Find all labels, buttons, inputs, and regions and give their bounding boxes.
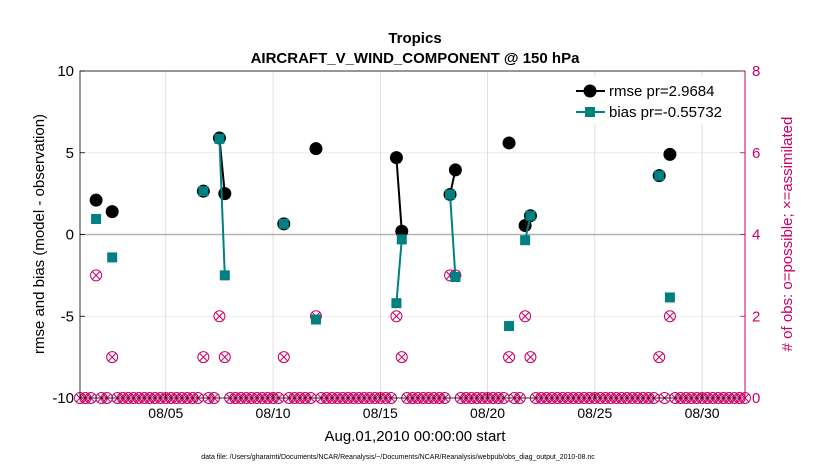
bias-point-5 xyxy=(278,218,289,229)
bias-point-10 xyxy=(450,272,461,283)
bias-point-3 xyxy=(214,133,225,144)
left-tick-label-4: -10 xyxy=(52,390,74,407)
right-tick-label-2: 4 xyxy=(752,227,760,244)
right-tick-label-4: 0 xyxy=(752,390,760,407)
obs-count-marker-12 xyxy=(519,310,532,323)
legend: rmse pr=2.9684 bias pr=-0.55732 xyxy=(572,76,738,124)
obs-count-marker-15 xyxy=(663,310,676,323)
rmse-point-1 xyxy=(105,205,119,219)
chart-subtitle: AIRCRAFT_V_WIND_COMPONENT @ 150 hPa xyxy=(251,50,581,67)
bias-point-12 xyxy=(520,235,531,246)
bias-point-1 xyxy=(107,252,118,263)
bias-point-14 xyxy=(654,170,665,181)
left-tick-label-2: 0 xyxy=(66,227,74,244)
rmse-point-11 xyxy=(502,136,516,150)
obs-count-layer xyxy=(74,269,751,404)
obs-count-marker-7 xyxy=(390,310,403,323)
legend-bias-label: bias pr=-0.55732 xyxy=(609,104,722,121)
left-tick-label-0: 10 xyxy=(57,63,74,80)
x-tick-label-5: 08/30 xyxy=(685,405,720,421)
right-tick-label-0: 8 xyxy=(752,63,760,80)
bias-point-7 xyxy=(391,298,402,309)
x-tick-label-4: 08/25 xyxy=(577,405,612,421)
legend-rmse-label: rmse pr=2.9684 xyxy=(609,83,714,100)
left-tick-label-3: -5 xyxy=(61,308,74,325)
left-axis-ticks: 10 5 0 -5 -10 xyxy=(52,63,85,407)
obs-count-marker-1 xyxy=(106,351,119,364)
x-axis-ticks: 08/05 08/10 08/15 08/20 08/25 08/30 xyxy=(148,393,720,421)
right-tick-label-3: 2 xyxy=(752,308,760,325)
bias-point-9 xyxy=(445,189,456,200)
right-tick-label-1: 6 xyxy=(752,145,760,162)
obs-count-marker-5 xyxy=(277,351,290,364)
bias-point-15 xyxy=(664,292,675,303)
x-tick-label-2: 08/15 xyxy=(363,405,398,421)
x-tick-label-3: 08/20 xyxy=(470,405,505,421)
obs-count-marker-4 xyxy=(218,351,231,364)
bias-segment-1 xyxy=(395,239,403,304)
bias-point-11 xyxy=(504,321,515,332)
bias-point-13 xyxy=(525,210,536,221)
obs-count-marker-2 xyxy=(197,351,210,364)
legend-bias-marker xyxy=(585,107,595,117)
obs-count-marker-14 xyxy=(653,351,666,364)
bias-segment-2 xyxy=(449,194,457,278)
obs-count-marker-13 xyxy=(524,351,537,364)
bias-segment-0 xyxy=(218,138,226,276)
x-axis-label: Aug.01,2010 00:00:00 start xyxy=(325,428,507,445)
left-tick-label-1: 5 xyxy=(66,145,74,162)
x-tick-label-1: 08/10 xyxy=(256,405,291,421)
bias-point-8 xyxy=(396,234,407,245)
obs-count-marker-11 xyxy=(503,351,516,364)
bias-point-6 xyxy=(310,314,321,325)
data-file-footnote: data file: /Users/gharamti/Documents/NCA… xyxy=(201,454,595,461)
rmse-point-4 xyxy=(218,187,232,201)
x-tick-label-0: 08/05 xyxy=(148,405,183,421)
rmse-segment-1 xyxy=(395,157,403,232)
bias-point-0 xyxy=(91,213,102,224)
rmse-point-6 xyxy=(309,142,323,156)
obs-count-marker-3 xyxy=(213,310,226,323)
legend-box xyxy=(572,76,738,124)
chart-title: Tropics xyxy=(388,30,441,47)
right-axis-ticks: 8 6 4 2 0 xyxy=(740,63,760,407)
rmse-point-10 xyxy=(448,163,462,177)
bias-point-2 xyxy=(198,186,209,197)
rmse-point-15 xyxy=(663,147,677,161)
legend-rmse-marker xyxy=(583,84,597,98)
obs-count-marker-8 xyxy=(395,351,408,364)
rmse-point-0 xyxy=(89,193,103,207)
y-axis-label-right: # of obs: o=possible; ×=assimilated xyxy=(779,117,796,352)
obs-count-marker-0 xyxy=(90,269,103,282)
rmse-point-7 xyxy=(389,151,403,165)
bias-point-4 xyxy=(219,270,230,281)
y-axis-label-left: rmse and bias (model - observation) xyxy=(31,114,48,354)
series-layer xyxy=(89,131,677,332)
